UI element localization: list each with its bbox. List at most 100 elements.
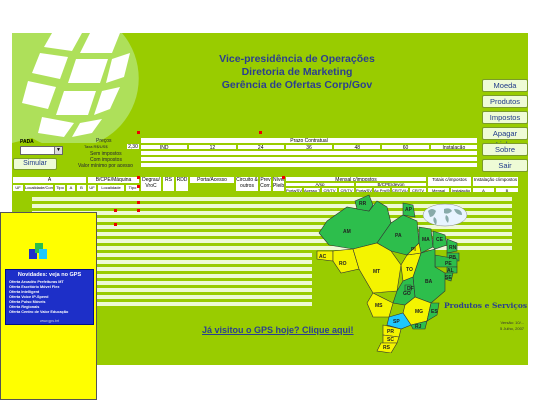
svg-text:RN: RN xyxy=(449,245,457,251)
subheader-col_a: A xyxy=(66,184,76,192)
svg-text:AP: AP xyxy=(405,207,413,213)
comment-marker[interactable] xyxy=(114,223,117,226)
moeda-button[interactable]: Moeda xyxy=(482,79,528,92)
subheader-uf2: UF xyxy=(87,184,97,192)
col-header-sub-a: A/sp xyxy=(285,182,355,187)
comment-marker[interactable] xyxy=(137,131,140,134)
impostos-button[interactable]: Impostos xyxy=(482,111,528,124)
subheader-ac_pm: Ac Pm/SvP xyxy=(373,187,391,193)
promo-footer: www.gps.brt xyxy=(39,319,60,323)
table-row[interactable] xyxy=(32,260,312,264)
subheader-cr_tv: CR/TV xyxy=(409,187,427,193)
table-row[interactable] xyxy=(32,253,312,257)
comment-marker[interactable] xyxy=(137,185,140,188)
taxa-value[interactable]: 2,30 xyxy=(126,143,140,150)
table-row[interactable] xyxy=(32,218,512,222)
promo-box[interactable]: Novidades: veja no GPS Oferta Arcadêo Pr… xyxy=(5,269,94,325)
comment-marker[interactable] xyxy=(137,176,140,179)
versao-line-2: 5 Julho, 2007 xyxy=(500,326,525,331)
table-row[interactable] xyxy=(32,197,512,201)
svg-text:MG: MG xyxy=(415,309,423,315)
table-row[interactable] xyxy=(32,281,312,285)
prazo-contratual-header: Prazo Contratual xyxy=(140,137,478,144)
svg-text:PB: PB xyxy=(449,255,456,261)
taxa-label: Taxa R$/US$ xyxy=(84,144,108,149)
table-row[interactable] xyxy=(32,267,312,271)
promo-item[interactable]: Oferta Centro de Valor Educação xyxy=(9,310,69,314)
col-header-circuito: Circuito & outros xyxy=(235,176,259,192)
svg-text:PE: PE xyxy=(445,261,452,267)
prazo-col-6: Instalação xyxy=(429,144,478,150)
table-row[interactable] xyxy=(32,239,512,243)
subheader-localidade2: Localidade xyxy=(97,184,125,192)
subheader-acesso_tam: Acesso Tam xyxy=(303,187,321,193)
subheader-tipo: Tipo xyxy=(54,184,66,192)
table-row[interactable] xyxy=(32,225,512,229)
table-row[interactable] xyxy=(32,302,312,306)
col-header-degrau: Degrau/ VroC xyxy=(140,176,162,192)
subheader-instalacao2: Instalação xyxy=(450,187,472,193)
promo-item[interactable]: Oferta Voice IP-Speed xyxy=(9,295,49,299)
svg-text:MA: MA xyxy=(422,237,430,243)
svg-text:SE: SE xyxy=(445,275,452,281)
promo-item[interactable]: Oferta Pulso Móveis xyxy=(9,300,46,304)
sobre-button[interactable]: Sobre xyxy=(482,143,528,156)
pada-select[interactable]: ▼ xyxy=(20,146,63,155)
table-row[interactable] xyxy=(32,204,512,208)
produtos-button[interactable]: Produtos xyxy=(482,95,528,108)
gps-link[interactable]: Já visitou o GPS hoje? Clique aqui! xyxy=(202,325,354,335)
svg-text:PA: PA xyxy=(395,233,402,239)
comment-marker[interactable] xyxy=(114,209,117,212)
svg-text:BA: BA xyxy=(425,279,433,285)
svg-text:DF: DF xyxy=(407,286,414,292)
valor-minimo-row xyxy=(140,162,478,168)
prazo-col-4: 48 xyxy=(333,144,382,150)
produtos-servicos-label: Produtos e Serviços xyxy=(444,301,528,310)
promo-item[interactable]: Oferta Intelligent xyxy=(9,290,40,294)
col-header-instalacao: Instalação c/impostos xyxy=(472,176,519,187)
table-row[interactable] xyxy=(32,288,312,292)
svg-text:PR: PR xyxy=(387,329,394,335)
comment-marker[interactable] xyxy=(282,176,285,179)
subheader-cr_tv: CR/TV xyxy=(321,187,338,193)
table-row[interactable] xyxy=(32,232,512,236)
table-row[interactable] xyxy=(32,211,512,215)
svg-text:AM: AM xyxy=(343,229,351,235)
sair-button[interactable]: Sair xyxy=(482,159,528,172)
col-header-b-cpe: B/CPE/Máquina xyxy=(87,176,140,184)
prazo-col-5: 60 xyxy=(381,144,430,150)
subheader-mensal2: Mensal xyxy=(427,187,450,193)
prazo-col-2: 24 xyxy=(236,144,285,150)
versao-label: Versão: 10/... 5 Julho, 2007 xyxy=(500,320,524,332)
comment-marker[interactable] xyxy=(259,131,262,134)
comment-marker[interactable] xyxy=(137,201,140,204)
svg-text:SC: SC xyxy=(387,337,394,343)
promo-item[interactable]: Oferta Regionais xyxy=(9,305,40,309)
svg-text:GO: GO xyxy=(403,291,411,297)
svg-text:RJ: RJ xyxy=(415,324,422,330)
subheader-porta_svt2: Porta/SVT xyxy=(355,187,373,193)
promo-item[interactable]: Oferta Escritório Móvel Flex xyxy=(9,285,60,289)
comment-marker[interactable] xyxy=(137,209,140,212)
table-row[interactable] xyxy=(32,274,312,278)
valor-minimo-label: Valor mínimo por acesso xyxy=(78,163,133,169)
apagar-linha-button[interactable]: Apagar Linha xyxy=(482,127,528,149)
subheader-cr_tv: CR/TV xyxy=(338,187,355,193)
subheader-col_b: B xyxy=(76,184,87,192)
svg-text:AC: AC xyxy=(319,254,327,260)
subheader-uf: UF xyxy=(12,184,24,192)
promo-item[interactable]: Oferta Arcadêo Prefeituras MT xyxy=(9,280,64,284)
col-header-rdd: RDD xyxy=(175,176,189,192)
precos-label: Preços xyxy=(96,138,112,144)
svg-text:PI: PI xyxy=(411,247,416,253)
com-impostos-label: Com impostos xyxy=(90,157,122,163)
pada-label: PADA xyxy=(20,139,34,145)
svg-text:AL: AL xyxy=(447,268,454,274)
col-header-prev: Prev Corr. xyxy=(259,176,272,192)
table-row[interactable] xyxy=(32,246,512,250)
chevron-down-icon[interactable]: ▼ xyxy=(54,147,62,154)
col-header-porta: Porta/Acesso xyxy=(189,176,235,184)
col-header-a: A xyxy=(12,176,87,184)
simular-button[interactable]: Simular xyxy=(13,158,57,170)
table-row[interactable] xyxy=(32,295,312,299)
